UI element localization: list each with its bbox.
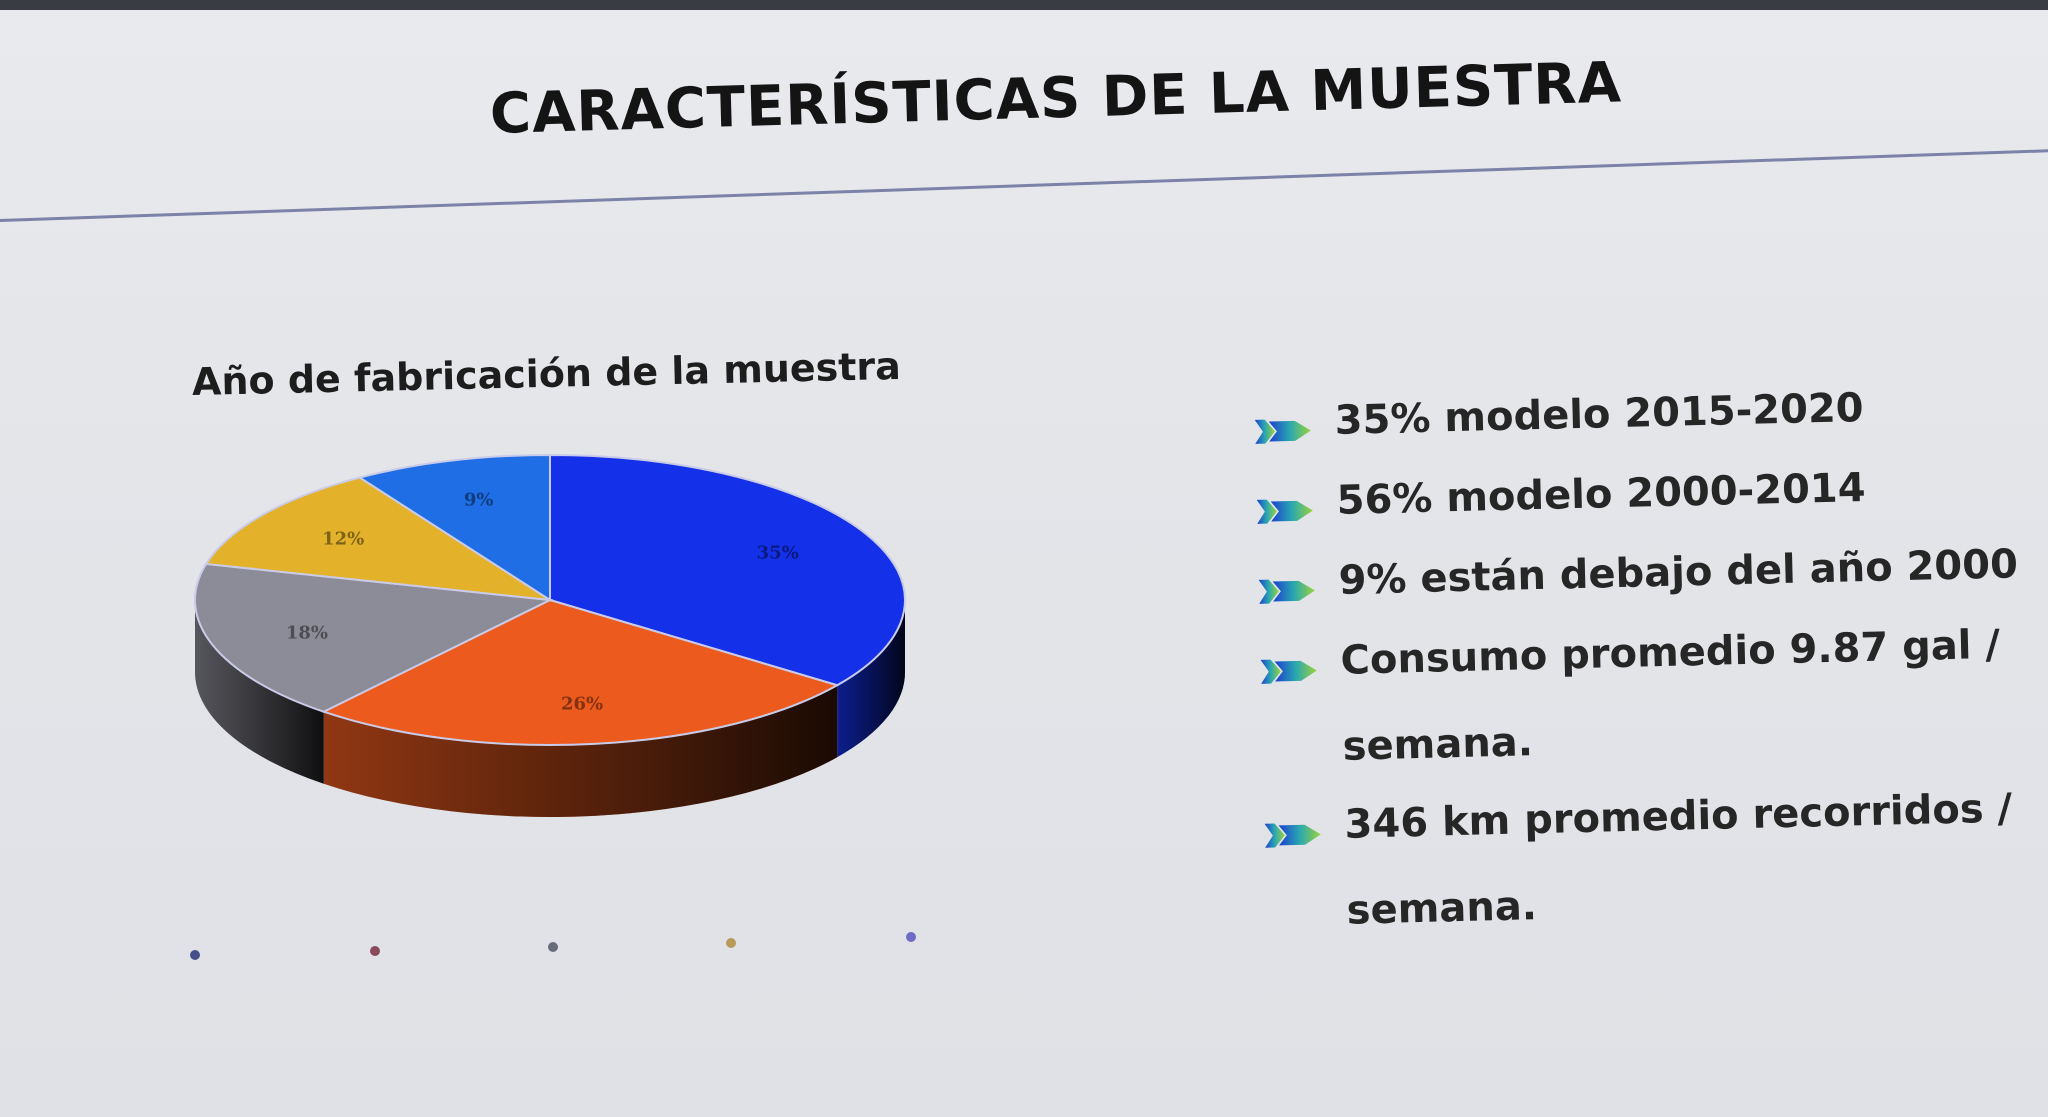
arrow-bullet-icon xyxy=(1258,579,1315,604)
slide-title: CARACTERÍSTICAS DE LA MUESTRA xyxy=(489,50,1623,147)
pie-slice-label: 18% xyxy=(286,622,328,643)
bullet-text: 35% modelo 2015-2020 xyxy=(1334,385,1865,444)
pie-slice-label: 35% xyxy=(757,543,799,564)
bullet-continuation-text: semana. xyxy=(1342,719,1534,770)
pie-slice-label: 12% xyxy=(322,529,364,550)
arrow-bullet-icon xyxy=(1256,499,1313,524)
legend-marker xyxy=(370,946,380,956)
bullet-text: 346 km promedio recorridos / xyxy=(1344,785,2013,848)
legend-marker xyxy=(726,938,736,948)
bullet-continuation-text: semana. xyxy=(1346,883,1538,934)
arrow-bullet-icon xyxy=(1264,823,1321,848)
pie-slice-side-shade xyxy=(195,600,324,784)
bullet-item: 56% modelo 2000-2014 xyxy=(1252,452,2048,552)
bullet-text: Consumo promedio 9.87 gal / xyxy=(1340,621,2001,684)
pie-slice xyxy=(204,476,551,601)
bullet-list: 35% modelo 2015-2020 56% modelo 2000-201… xyxy=(1250,372,2048,959)
pie-sides xyxy=(195,600,905,817)
pie-slice xyxy=(357,453,551,602)
pie-slice-side-shade xyxy=(323,685,838,817)
pie-top xyxy=(194,453,906,746)
legend-marker xyxy=(190,950,200,960)
arrow-bullet-icon xyxy=(1260,659,1317,684)
pie-slice-label: 9% xyxy=(464,490,494,511)
pie-slice-side-shade xyxy=(837,600,905,758)
title-divider xyxy=(0,148,2048,222)
bullet-item: 9% están debajo del año 2000 xyxy=(1254,532,2048,632)
bullet-item: 35% modelo 2015-2020 xyxy=(1250,372,2048,472)
pie-chart: 35% 26% 18% 12% 9% xyxy=(194,453,906,817)
pie-slice-label: 26% xyxy=(561,694,603,715)
bullet-item: Consumo promedio 9.87 gal / xyxy=(1256,612,2048,712)
chart-title: Año de fabricación de la muestra xyxy=(191,343,902,404)
bullet-item: 346 km promedio recorridos / xyxy=(1260,776,2048,876)
pie-slice xyxy=(321,598,840,746)
legend-marker xyxy=(548,942,558,952)
pie-slice xyxy=(194,562,554,713)
bullet-text: 56% modelo 2000-2014 xyxy=(1336,464,1867,524)
bullet-text: 9% están debajo del año 2000 xyxy=(1338,541,2019,604)
pie-labels: 35% 26% 18% 12% 9% xyxy=(286,490,799,715)
legend-marker xyxy=(906,932,916,942)
pie-slice xyxy=(549,453,906,687)
arrow-bullet-icon xyxy=(1254,419,1311,444)
screen-top-edge xyxy=(0,0,2048,10)
